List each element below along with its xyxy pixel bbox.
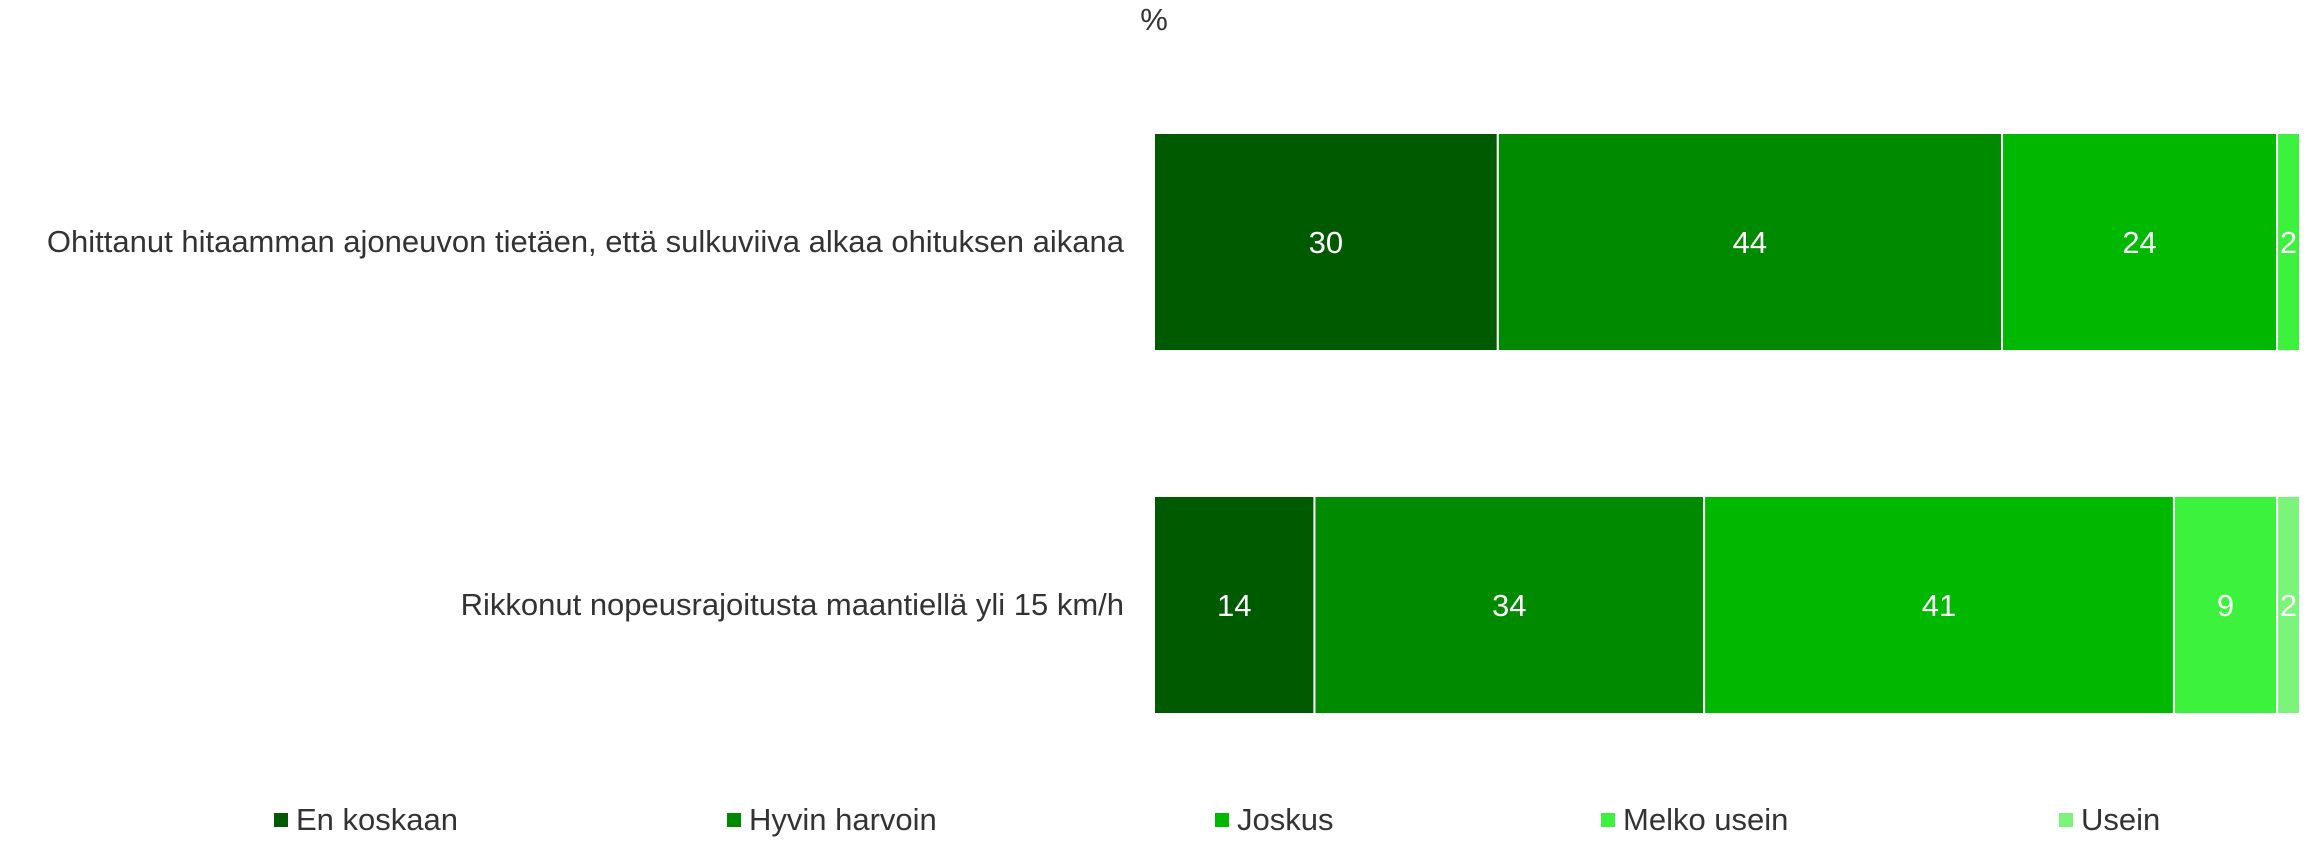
bar-segment: [2172, 495, 2279, 715]
data-label: 2: [2280, 588, 2297, 623]
legend-swatch: [274, 813, 288, 827]
bar-segment: [1153, 132, 1499, 352]
category-label: Ohittanut hitaamman ajoneuvon tietäen, e…: [47, 224, 1125, 259]
bar-segment: [1153, 495, 1316, 715]
data-label: 44: [1733, 225, 1767, 260]
data-label: 9: [2217, 588, 2234, 623]
legend-swatch: [1215, 813, 1229, 827]
bar-segment: [2001, 132, 2279, 352]
legend-swatch: [2059, 813, 2073, 827]
legend-label: Hyvin harvoin: [749, 802, 937, 837]
data-label: 30: [1309, 225, 1343, 260]
bar-segment: [2276, 132, 2302, 352]
data-label: 2: [2280, 225, 2297, 260]
category-label: Rikkonut nopeusrajoitusta maantiellä yli…: [461, 587, 1124, 622]
legend-label: Joskus: [1237, 802, 1333, 837]
legend-label: Usein: [2081, 802, 2160, 837]
legend-label: Melko usein: [1623, 802, 1788, 837]
legend-swatch: [727, 813, 741, 827]
bar-segment: [2276, 495, 2302, 715]
data-label: 41: [1922, 588, 1956, 623]
legend-label: En koskaan: [296, 802, 458, 837]
data-label: 34: [1492, 588, 1526, 623]
data-label: 24: [2122, 225, 2156, 260]
bar-segment: [1703, 495, 2175, 715]
legend-swatch: [1601, 813, 1615, 827]
bar-segment: [1496, 132, 2004, 352]
data-label: 14: [1217, 588, 1251, 623]
bar-segment: [1313, 495, 1706, 715]
unit-label: %: [1140, 2, 1168, 37]
